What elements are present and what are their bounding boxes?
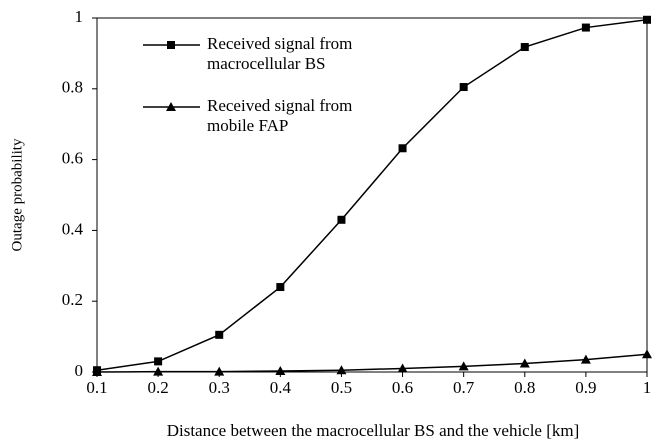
- marker: [92, 367, 102, 376]
- x-tick-label: 1: [643, 378, 652, 397]
- marker: [275, 365, 286, 375]
- series-line: [96, 19, 648, 371]
- x-axis-label: Distance between the macrocellular BS an…: [167, 421, 580, 440]
- y-tick-label: 0.4: [62, 219, 84, 238]
- y-tick-label: 1: [75, 7, 84, 26]
- x-tick-label: 0.9: [575, 378, 596, 397]
- marker: [519, 358, 530, 368]
- marker: [337, 215, 346, 224]
- marker: [167, 41, 175, 49]
- plot-frame: [96, 17, 648, 373]
- marker: [214, 366, 225, 376]
- x-tick-label: 0.2: [147, 378, 168, 397]
- marker: [520, 43, 529, 52]
- marker: [398, 144, 407, 153]
- marker: [397, 363, 408, 373]
- x-tick-label: 0.8: [514, 378, 535, 397]
- x-tick-label: 0.7: [453, 378, 475, 397]
- marker: [336, 365, 347, 375]
- y-axis-label: Outage probability: [9, 138, 25, 251]
- x-tick-label: 0.6: [392, 378, 413, 397]
- marker: [580, 354, 591, 364]
- y-tick-label: 0: [75, 361, 84, 380]
- y-tick-label: 0.6: [62, 149, 83, 168]
- series-line: [96, 353, 648, 373]
- x-tick-label: 0.3: [209, 378, 230, 397]
- marker: [166, 102, 176, 111]
- legend-label: Received signal from mobile FAP: [207, 96, 353, 135]
- y-tick-label: 0.8: [62, 78, 83, 97]
- marker: [643, 15, 651, 24]
- y-tick-label: 0.2: [62, 290, 83, 309]
- x-tick-label: 0.4: [270, 378, 292, 397]
- marker: [642, 349, 652, 359]
- legend-label: Received signal from macrocellular BS: [207, 34, 353, 73]
- marker: [153, 366, 164, 376]
- marker: [215, 330, 224, 339]
- marker: [459, 83, 468, 92]
- marker: [458, 361, 469, 371]
- marker: [276, 283, 285, 292]
- x-tick-label: 0.1: [86, 378, 107, 397]
- marker: [154, 357, 163, 366]
- x-tick-label: 0.5: [331, 378, 352, 397]
- marker: [581, 23, 590, 32]
